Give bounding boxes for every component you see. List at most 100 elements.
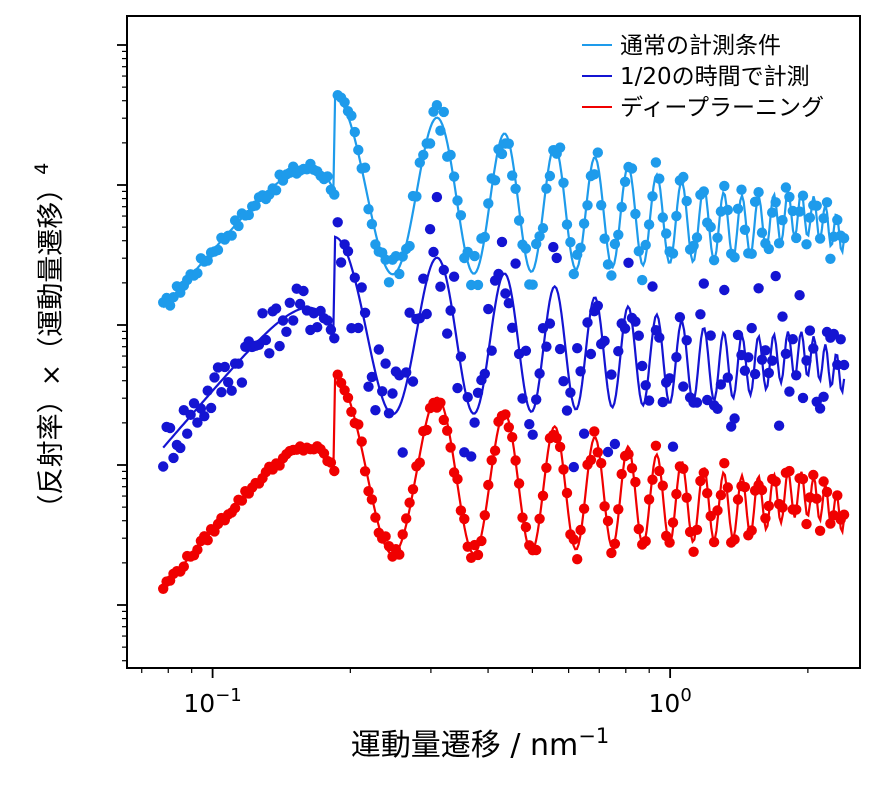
data-point [633, 523, 644, 535]
data-point [281, 326, 292, 337]
data-point [667, 441, 679, 452]
data-point [561, 219, 573, 230]
data-point [592, 147, 603, 158]
data-point [746, 322, 757, 334]
data-point [780, 348, 792, 359]
data-point [312, 322, 323, 333]
data-point [329, 333, 340, 344]
data-point [568, 461, 579, 473]
data-point [767, 355, 778, 366]
data-point [513, 478, 525, 489]
data-point [565, 237, 576, 248]
data-point [226, 230, 237, 241]
data-point [565, 387, 576, 398]
data-point [739, 365, 751, 376]
data-point [732, 494, 744, 505]
data-point [732, 203, 744, 214]
data-point [797, 473, 809, 485]
data-point [640, 536, 651, 547]
data-point [818, 391, 829, 402]
data-point [671, 488, 682, 500]
data-point [691, 232, 703, 243]
data-point [428, 246, 439, 258]
data-point [599, 501, 610, 512]
data-point [606, 270, 617, 281]
data-point [335, 257, 347, 268]
data-point [356, 282, 367, 293]
data-point [411, 191, 422, 202]
data-point [698, 278, 709, 289]
data-point [784, 465, 795, 477]
data-point [363, 486, 374, 497]
data-point [832, 214, 843, 226]
data-point [787, 334, 798, 345]
data-point [479, 510, 490, 521]
data-point [438, 106, 449, 118]
data-point [459, 513, 470, 525]
data-point [438, 414, 449, 426]
data-point [401, 513, 412, 524]
data-point [719, 284, 730, 296]
data-point [507, 432, 518, 443]
data-point [370, 512, 381, 523]
data-point [838, 233, 850, 244]
data-point [383, 277, 395, 288]
data-point [558, 177, 569, 188]
data-point [212, 244, 224, 256]
data-point [654, 332, 665, 343]
data-point [767, 207, 778, 218]
data-point [472, 549, 484, 561]
data-point [695, 475, 706, 487]
data-point [739, 224, 751, 235]
data-point [383, 408, 395, 419]
data-point [486, 455, 497, 466]
data-point [626, 163, 638, 174]
data-point [777, 502, 788, 513]
data-point [835, 334, 846, 345]
data-point [825, 253, 836, 264]
data-point [534, 513, 545, 524]
data-point [702, 488, 713, 499]
data-point [801, 355, 812, 366]
data-point [640, 239, 651, 251]
data-point [582, 200, 593, 211]
legend-label: 1/20の時間で計測 [620, 64, 810, 90]
data-point [650, 440, 662, 451]
data-point [654, 465, 665, 477]
data-point [520, 243, 532, 254]
data-point [356, 436, 367, 447]
data-point [746, 248, 757, 259]
data-point [732, 329, 744, 341]
data-point [260, 334, 272, 346]
data-point [578, 428, 590, 439]
data-point [623, 257, 634, 268]
data-point [257, 308, 268, 319]
data-point [551, 252, 562, 264]
data-point [520, 345, 532, 356]
data-point [811, 200, 822, 211]
data-point [284, 297, 295, 308]
data-point [729, 252, 740, 263]
data-point [756, 227, 768, 238]
data-point [421, 424, 432, 436]
data-point [164, 422, 176, 434]
data-point [483, 198, 494, 209]
data-point [654, 173, 665, 184]
data-point [359, 307, 371, 318]
data-point [602, 515, 614, 527]
data-point [671, 210, 682, 222]
data-point [609, 538, 621, 549]
data-point [359, 466, 371, 477]
data-point [404, 497, 415, 508]
data-point [589, 426, 600, 437]
data-point [541, 462, 552, 473]
data-point [455, 505, 467, 516]
data-point [619, 176, 631, 187]
data-point [483, 479, 494, 491]
data-point [202, 255, 213, 266]
data-point [678, 381, 689, 392]
data-point [298, 285, 309, 297]
data-point [342, 392, 354, 403]
data-point [421, 308, 432, 320]
